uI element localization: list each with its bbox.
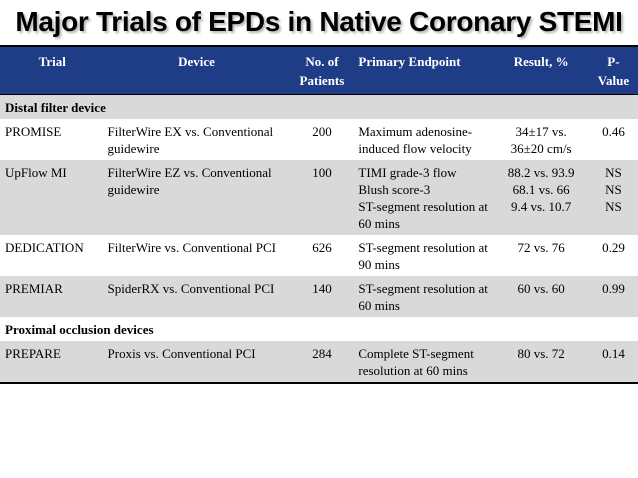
header-patients-line2: Patients	[299, 73, 345, 88]
device-cell: FilterWire vs. Conventional PCI	[107, 240, 276, 255]
header-pvalue-line2: Value	[597, 73, 630, 88]
result-cell: 72 vs. 76	[517, 240, 565, 255]
table-row: PREPARE Proxis vs. Conventional PCI 284 …	[0, 341, 638, 384]
slide-title: Major Trials of EPDs in Native Coronary …	[15, 6, 623, 37]
trials-table: Trial Device No. of Patients Primary End…	[0, 45, 638, 384]
endpoint-line: TIMI grade-3 flow	[358, 165, 457, 180]
header-trial: Trial	[0, 45, 104, 95]
endpoint-cell: ST-segment resolution at 60 mins	[354, 276, 494, 317]
trial-name: DEDICATION	[5, 240, 84, 255]
device-cell: FilterWire EZ vs. Conventional guidewire	[103, 160, 290, 235]
endpoint-cell: TIMI grade-3 flow Blush score-3 ST-segme…	[354, 160, 494, 235]
header-endpoint: Primary Endpoint	[354, 45, 494, 95]
endpoint-line: ST-segment resolution at 60 mins	[358, 199, 488, 231]
trial-name: PREMIAR	[0, 276, 104, 317]
section-label: Proximal occlusion devices	[5, 322, 154, 337]
endpoint-line: Blush score-3	[358, 182, 431, 197]
pvalue-cell: 0.99	[588, 276, 638, 317]
table-row: DEDICATION FilterWire vs. Conventional P…	[0, 235, 638, 276]
table-row: PREMIAR SpiderRX vs. Conventional PCI 14…	[0, 276, 638, 317]
patients-cell: 626	[312, 240, 332, 255]
header-patients-line1: No. of	[305, 54, 339, 69]
result-line: 88.2 vs. 93.9	[507, 165, 575, 180]
result-cell: 80 vs. 72	[493, 341, 589, 384]
device-cell: FilterWire EX vs. Conventional guidewire	[107, 124, 274, 156]
section-row-distal: Distal filter device	[0, 94, 638, 119]
endpoint-cell: Complete ST-segment resolution at 60 min…	[354, 341, 494, 384]
pvalue-cell: 0.14	[588, 341, 638, 384]
header-result: Result, %	[493, 45, 589, 95]
patients-cell: 284	[289, 341, 355, 384]
pvalue-line: NS	[605, 199, 622, 214]
pvalue-cell: 0.46	[602, 124, 625, 139]
patients-cell: 100	[289, 160, 355, 235]
pvalue-cell: NS NS NS	[588, 160, 638, 235]
header-patients: No. of Patients	[289, 45, 355, 95]
device-cell: Proxis vs. Conventional PCI	[103, 341, 290, 384]
patients-cell: 140	[289, 276, 355, 317]
section-row-proximal: Proximal occlusion devices	[0, 317, 638, 341]
endpoint-cell: ST-segment resolution at 90 mins	[358, 240, 488, 272]
device-cell: SpiderRX vs. Conventional PCI	[103, 276, 290, 317]
pvalue-cell: 0.29	[602, 240, 625, 255]
header-pvalue-line1: P-	[607, 54, 620, 69]
result-line: 34±17 vs.	[515, 124, 567, 139]
trial-name: PREPARE	[0, 341, 104, 384]
result-cell: 88.2 vs. 93.9 68.1 vs. 66 9.4 vs. 10.7	[493, 160, 589, 235]
result-cell: 34±17 vs. 36±20 cm/s	[493, 119, 588, 160]
header-pvalue: P- Value	[588, 45, 638, 95]
result-cell: 60 vs. 60	[493, 276, 589, 317]
header-row: Trial Device No. of Patients Primary End…	[0, 45, 638, 95]
result-line: 36±20 cm/s	[510, 141, 572, 156]
pvalue-line: NS	[605, 182, 622, 197]
result-line: 9.4 vs. 10.7	[510, 199, 572, 214]
endpoint-cell: Maximum adenosine-induced flow velocity	[358, 124, 473, 156]
patients-cell: 200	[312, 124, 332, 139]
trial-name: PROMISE	[5, 124, 62, 139]
trial-name: UpFlow MI	[0, 160, 104, 235]
result-line: 68.1 vs. 66	[512, 182, 570, 197]
pvalue-line: NS	[605, 165, 622, 180]
table-row: UpFlow MI FilterWire EZ vs. Conventional…	[0, 160, 638, 235]
header-device: Device	[103, 45, 290, 95]
section-label: Distal filter device	[0, 94, 638, 119]
table-row: PROMISE FilterWire EX vs. Conventional g…	[0, 119, 638, 160]
